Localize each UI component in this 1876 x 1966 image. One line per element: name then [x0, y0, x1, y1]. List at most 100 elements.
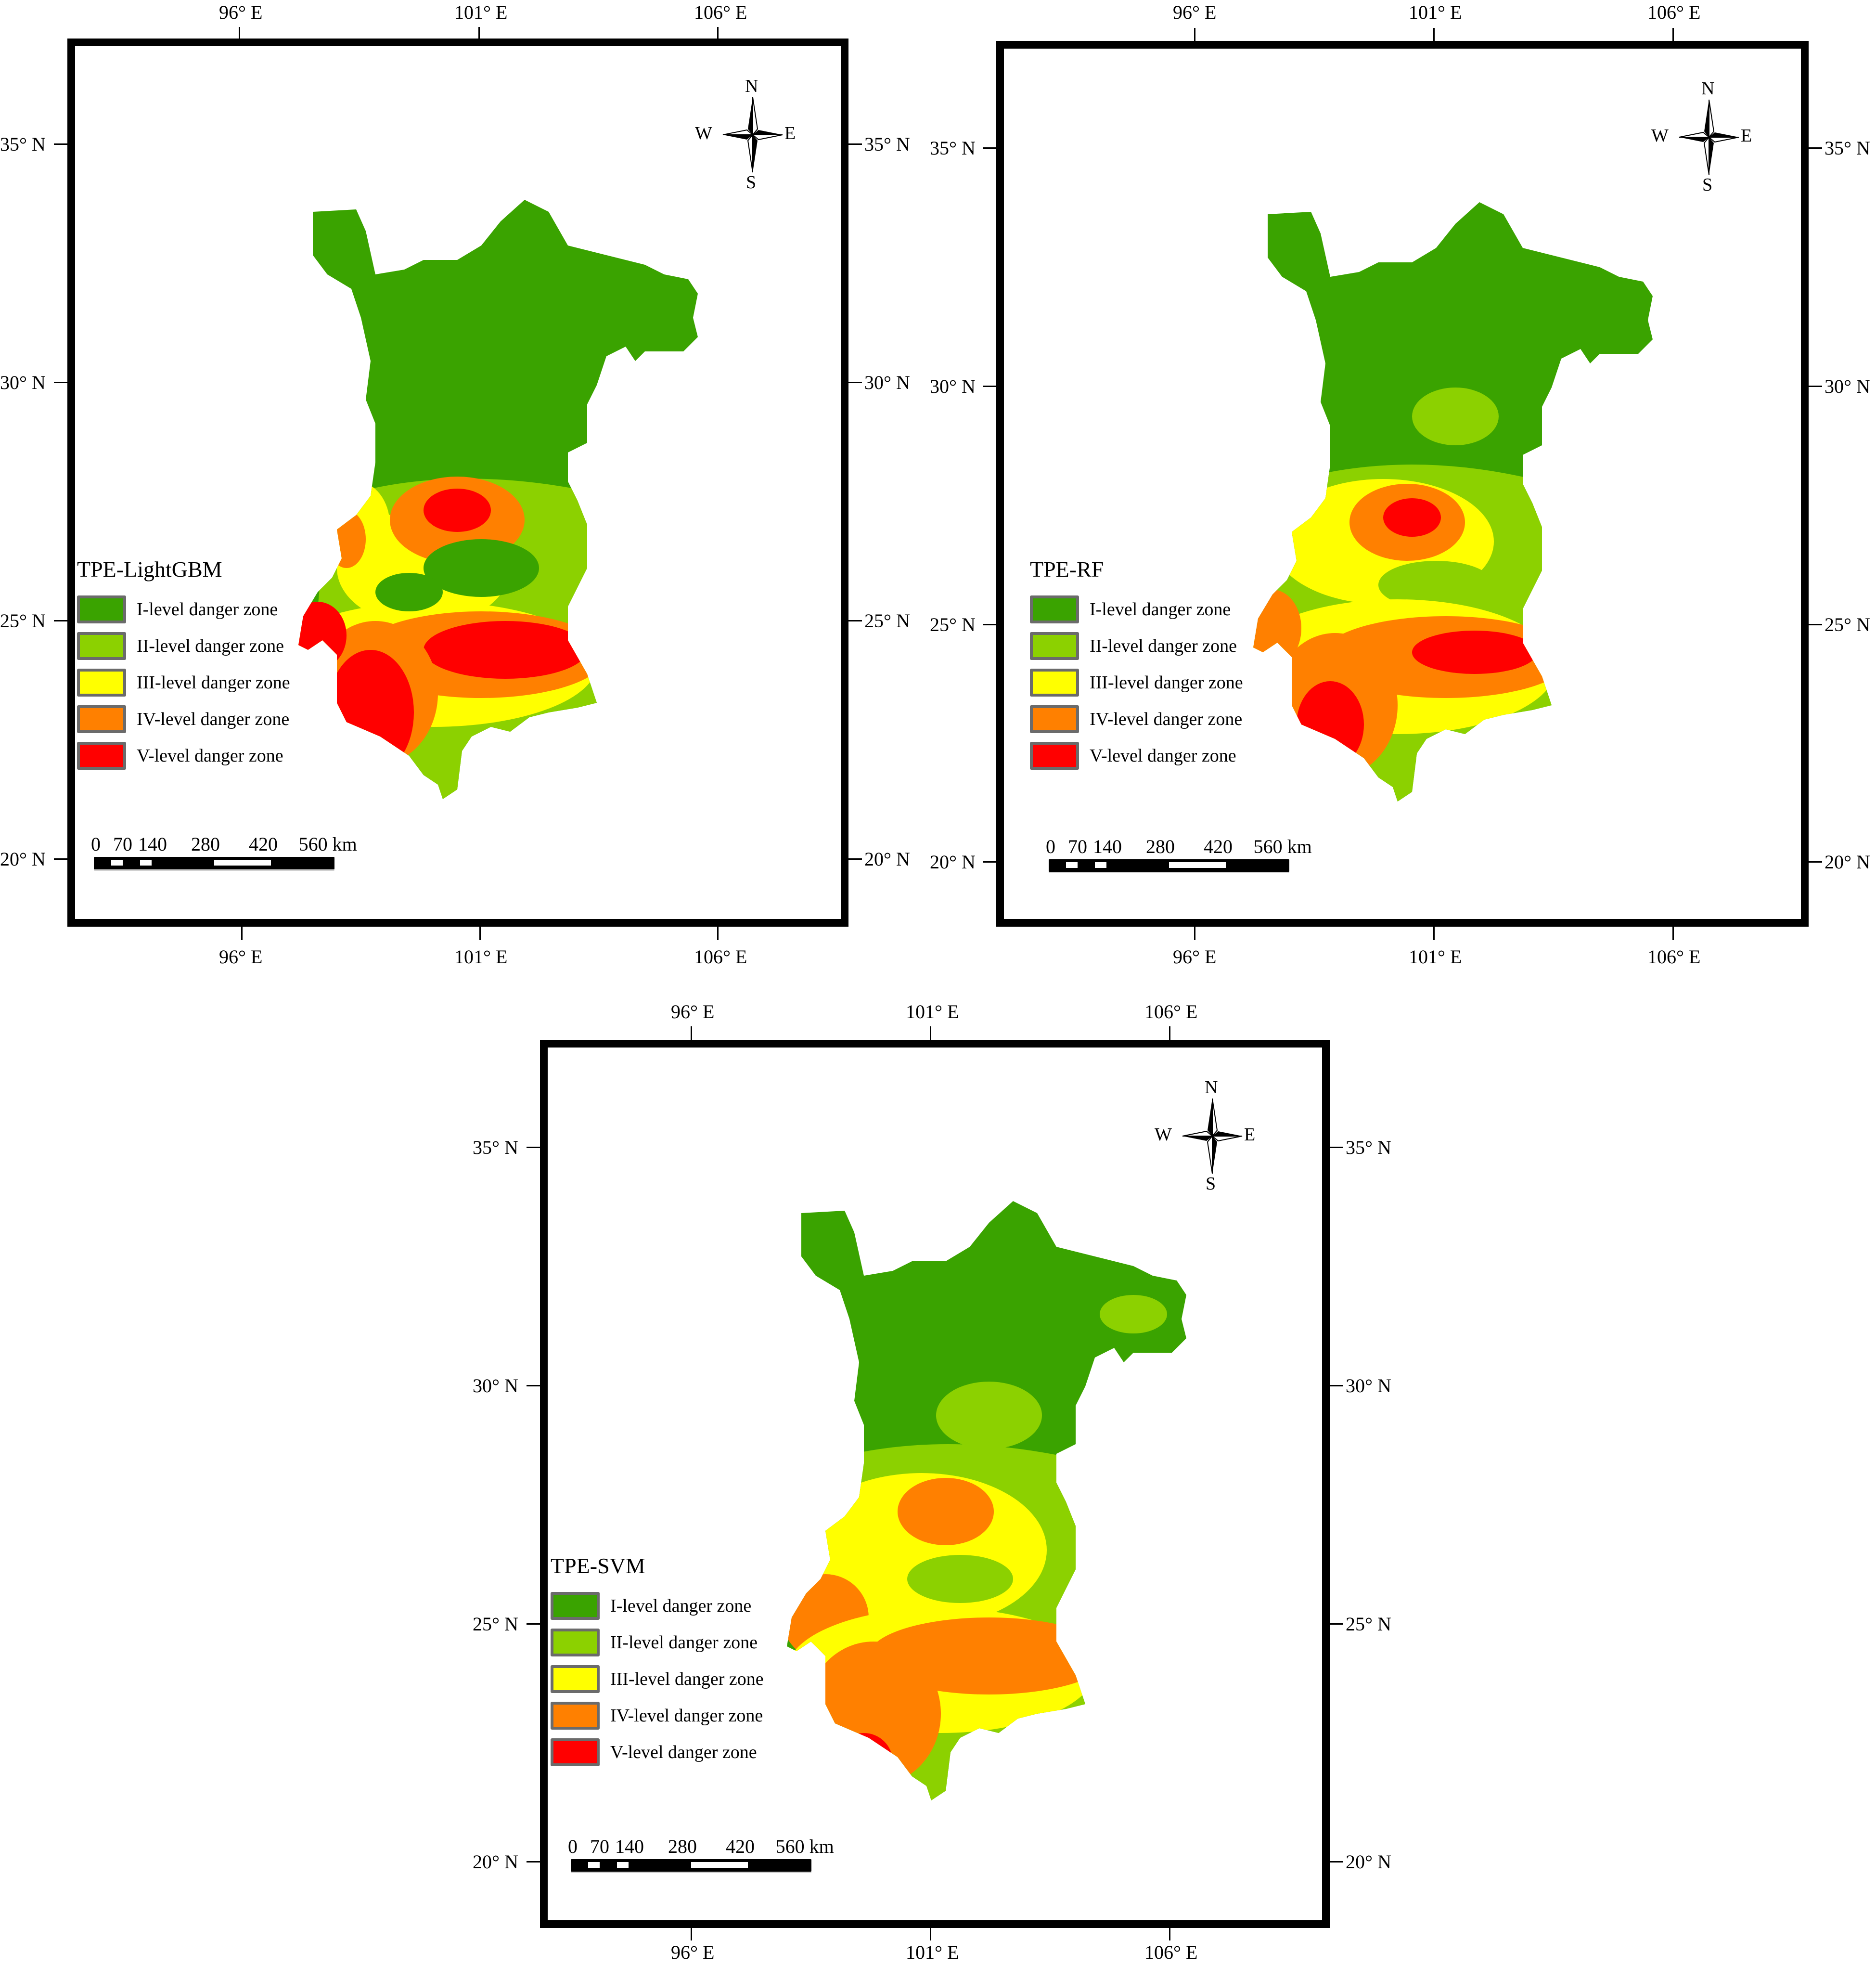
- lon-label-bottom: 96° E: [671, 1941, 715, 1963]
- lon-label-top: 96° E: [671, 1001, 715, 1022]
- legend-label: IV-level danger zone: [137, 709, 290, 729]
- legend-swatch: [551, 1665, 600, 1693]
- compass-star-icon: [1679, 99, 1739, 175]
- lon-tick: [930, 1026, 931, 1040]
- legend: TPE-RF I-level danger zone II-level dang…: [1030, 558, 1243, 774]
- legend-swatch: [1030, 632, 1079, 660]
- map-panel-rf: 96° E 101° E 106° E 96° E 101° E 106° E …: [930, 0, 1876, 982]
- legend-item: II-level danger zone: [1030, 628, 1243, 664]
- lon-label-bottom: 101° E: [454, 946, 508, 968]
- compass-n: N: [1205, 1077, 1218, 1098]
- lat-tick: [527, 1623, 540, 1625]
- legend-label: III-level danger zone: [137, 673, 290, 693]
- lat-label-left: 35° N: [473, 1137, 518, 1158]
- lat-label-left: 25° N: [0, 610, 46, 632]
- lon-tick: [1672, 927, 1674, 940]
- lat-tick: [1809, 386, 1822, 387]
- lat-label-right: 35° N: [1825, 137, 1870, 159]
- compass-n: N: [1701, 78, 1715, 99]
- scale-labels: 0 70 140 280 420 560 km: [1046, 836, 1312, 857]
- lat-tick: [983, 861, 996, 863]
- lat-label-right: 30° N: [1825, 375, 1870, 397]
- legend-item: III-level danger zone: [551, 1661, 764, 1697]
- lon-tick: [717, 27, 719, 39]
- legend-swatch: [1030, 742, 1079, 770]
- compass-s: S: [1702, 175, 1713, 195]
- lon-tick: [691, 1928, 692, 1940]
- lon-tick: [717, 927, 719, 940]
- danger-zone-map: [298, 200, 698, 799]
- legend-title: TPE-SVM: [551, 1553, 645, 1578]
- lat-tick: [848, 620, 862, 621]
- legend-swatch: [77, 632, 126, 660]
- lon-tick: [930, 1928, 931, 1940]
- scale-bar: 0 70 140 280 420 560 km: [568, 1835, 834, 1872]
- lat-label-left: 35° N: [0, 133, 46, 155]
- lon-label-bottom: 106° E: [1647, 946, 1701, 968]
- compass-e: E: [1741, 126, 1752, 146]
- lon-tick: [478, 27, 480, 39]
- legend-item: IV-level danger zone: [551, 1697, 764, 1734]
- legend-item: I-level danger zone: [551, 1588, 764, 1624]
- legend-label: III-level danger zone: [1090, 673, 1243, 693]
- legend-label: II-level danger zone: [1090, 636, 1237, 656]
- lat-tick: [848, 143, 862, 145]
- compass-e: E: [1244, 1125, 1256, 1145]
- lat-tick: [54, 858, 67, 860]
- lon-label-bottom: 96° E: [219, 946, 263, 968]
- lat-tick: [527, 1861, 540, 1863]
- legend-label: V-level danger zone: [610, 1742, 757, 1762]
- legend: TPE-SVM I-level danger zone II-level dan…: [551, 1555, 764, 1771]
- legend-label: IV-level danger zone: [610, 1706, 763, 1726]
- lat-label-right: 30° N: [864, 372, 910, 393]
- scale-bar: 0 70 140 280 420 560 km: [91, 833, 357, 869]
- scale-labels: 0 70 140 280 420 560 km: [91, 833, 357, 855]
- lon-tick: [691, 1026, 692, 1040]
- lon-tick: [239, 27, 240, 39]
- lat-tick: [983, 386, 996, 387]
- lat-label-left: 25° N: [473, 1613, 518, 1635]
- legend-label: III-level danger zone: [610, 1669, 764, 1689]
- danger-zone-map: [1253, 202, 1653, 802]
- legend-swatch: [551, 1592, 600, 1620]
- legend-item: I-level danger zone: [1030, 591, 1243, 628]
- compass-w: W: [1651, 126, 1669, 146]
- legend-title: TPE-RF: [1030, 557, 1104, 582]
- lat-tick: [848, 382, 862, 383]
- legend-item: I-level danger zone: [77, 591, 290, 628]
- lat-tick: [54, 382, 67, 383]
- lon-tick: [1169, 1928, 1170, 1940]
- legend-item: V-level danger zone: [1030, 737, 1243, 774]
- lat-label-right: 20° N: [1825, 851, 1870, 873]
- legend-swatch: [77, 669, 126, 697]
- legend-item: IV-level danger zone: [1030, 701, 1243, 737]
- compass-w: W: [695, 123, 712, 143]
- lat-label-left: 25° N: [930, 614, 976, 635]
- lat-label-right: 20° N: [1346, 1851, 1391, 1873]
- lon-tick: [1169, 1026, 1170, 1040]
- scale-bar: 0 70 140 280 420 560 km: [1046, 835, 1312, 872]
- north-arrow-compass: N S W E: [695, 77, 796, 193]
- lat-label-left: 35° N: [930, 137, 976, 159]
- legend-item: V-level danger zone: [77, 737, 290, 774]
- lon-tick: [1672, 28, 1674, 41]
- lat-label-right: 35° N: [864, 133, 910, 155]
- lat-label-right: 20° N: [864, 848, 910, 870]
- lat-label-right: 35° N: [1346, 1137, 1391, 1158]
- lat-tick: [1330, 1623, 1343, 1625]
- lat-tick: [54, 143, 67, 145]
- lon-label-bottom: 101° E: [906, 1941, 959, 1963]
- legend-title: TPE-LightGBM: [77, 557, 222, 582]
- lon-label-top: 101° E: [906, 1001, 959, 1022]
- legend-item: IV-level danger zone: [77, 701, 290, 737]
- lat-tick: [1809, 147, 1822, 149]
- lon-tick: [1194, 28, 1195, 41]
- north-arrow-compass: N S W E: [1651, 78, 1752, 195]
- lon-tick: [1433, 28, 1435, 41]
- legend-swatch: [77, 595, 126, 623]
- compass-s: S: [746, 172, 757, 193]
- lat-label-left: 20° N: [0, 848, 46, 870]
- legend-label: IV-level danger zone: [1090, 709, 1243, 729]
- lon-label-bottom: 106° E: [694, 946, 747, 968]
- legend-item: III-level danger zone: [77, 664, 290, 701]
